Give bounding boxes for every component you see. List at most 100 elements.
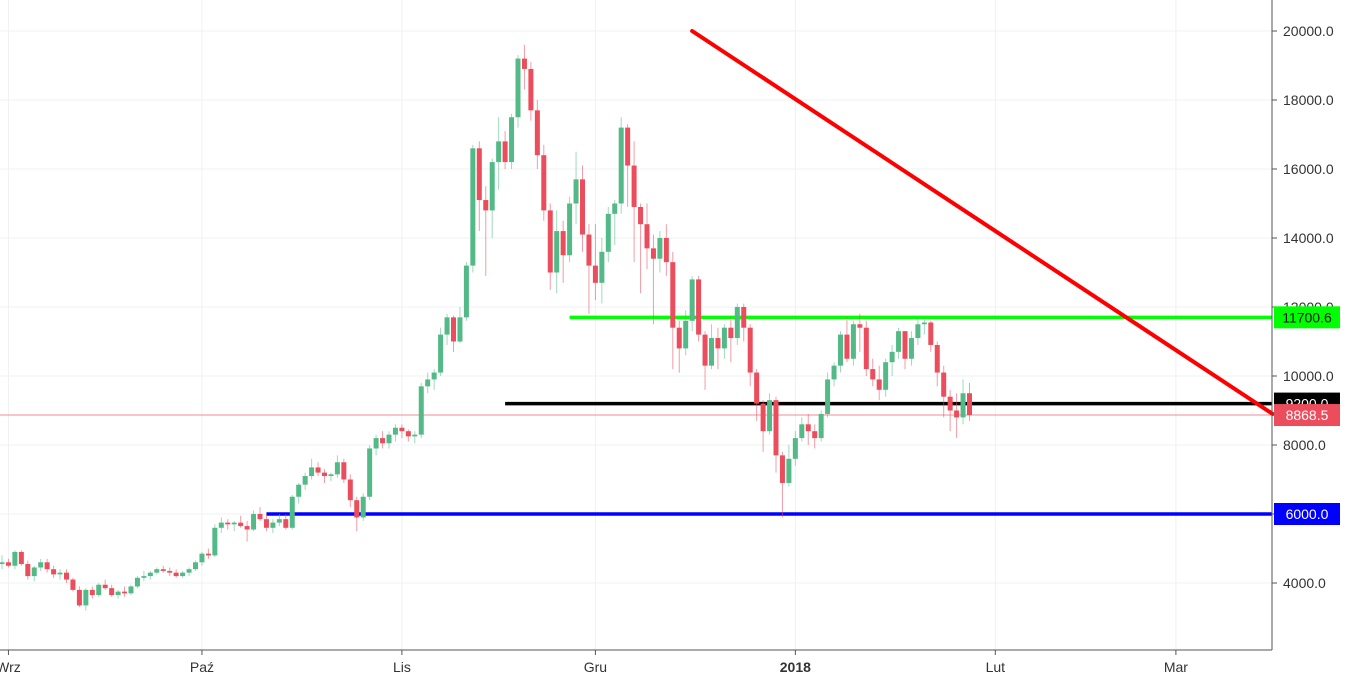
candle: [309, 458, 315, 480]
candle: [489, 158, 495, 238]
candle: [592, 224, 598, 301]
y-tick-label: 16000.0: [1283, 161, 1334, 177]
candle: [12, 550, 18, 570]
candle: [483, 186, 489, 276]
x-tick-label: Lis: [393, 659, 411, 675]
candle-body: [554, 231, 560, 273]
candle-body: [18, 551, 24, 565]
y-tick-label: 8000.0: [1283, 437, 1326, 453]
candle-body: [392, 427, 398, 435]
candle-body: [547, 210, 553, 273]
candle-body: [883, 362, 889, 390]
candle: [251, 510, 257, 532]
candle: [5, 558, 11, 568]
candle-body: [786, 458, 792, 483]
candle: [767, 393, 773, 435]
candle: [689, 275, 695, 332]
candle-body: [915, 324, 921, 339]
candle-body: [412, 434, 418, 437]
candle: [554, 210, 560, 294]
candle: [315, 462, 321, 477]
candle-body: [663, 238, 669, 263]
candle-body: [496, 141, 502, 163]
y-tick-label: 20000.0: [1283, 23, 1334, 39]
candle: [541, 144, 547, 221]
candle-body: [831, 365, 837, 380]
candle: [373, 434, 379, 456]
candle: [322, 469, 327, 483]
level-price-tag: 6000.0: [1274, 503, 1340, 525]
candle-body: [451, 317, 456, 342]
candle-body: [12, 551, 18, 566]
candle: [715, 327, 721, 370]
candle: [850, 320, 856, 366]
candle-body: [850, 324, 856, 359]
candle-body: [876, 379, 882, 390]
candle-body: [618, 127, 624, 204]
candle: [25, 560, 31, 580]
candle-body: [521, 58, 527, 69]
candle-body: [902, 331, 908, 359]
candle: [83, 588, 89, 611]
candle-body: [186, 569, 192, 573]
candle-body: [251, 514, 257, 530]
candle: [560, 220, 566, 283]
candle-body: [122, 591, 128, 594]
candle-body: [0, 562, 5, 565]
candle: [831, 362, 837, 387]
candle-body: [231, 522, 237, 525]
level-price-tag-bg: [1274, 306, 1340, 329]
horizontal-levels: [0, 315, 1272, 516]
candle: [147, 570, 153, 580]
candle-body: [760, 403, 766, 432]
candle: [625, 124, 631, 207]
candle-body: [799, 424, 805, 439]
candle: [199, 551, 205, 566]
candle: [805, 413, 811, 445]
candle-body: [128, 586, 134, 594]
candle-body: [812, 431, 818, 439]
candle-body: [709, 338, 714, 366]
candle-body: [947, 396, 953, 411]
candle: [76, 586, 82, 608]
candle: [573, 151, 579, 225]
candle-body: [89, 589, 95, 596]
y-tick-label: 10000.0: [1283, 368, 1334, 384]
candle-body: [605, 213, 611, 252]
candle-body: [928, 322, 934, 345]
candle-body: [31, 567, 37, 577]
candle: [741, 303, 747, 342]
candle-body: [83, 589, 89, 606]
candle: [954, 393, 960, 439]
candle: [64, 569, 69, 583]
candle: [302, 472, 308, 490]
y-tick-label: 18000.0: [1283, 92, 1334, 108]
candle-body: [134, 577, 140, 587]
candle-body: [225, 522, 231, 525]
candle: [754, 369, 760, 421]
candle: [779, 451, 785, 518]
candle-body: [489, 162, 495, 211]
candle: [238, 515, 244, 528]
candle-body: [534, 110, 540, 156]
x-tick-label: Lut: [986, 659, 1006, 675]
candle: [367, 445, 373, 501]
candle: [257, 507, 263, 521]
candle: [51, 565, 57, 578]
x-tick-label: Paź: [190, 659, 214, 675]
candle: [670, 251, 676, 370]
candle-body: [470, 148, 476, 266]
candle-body: [721, 327, 727, 349]
candle-body: [322, 472, 327, 477]
candle: [154, 567, 160, 575]
candle-body: [747, 327, 753, 373]
candle-body: [76, 589, 82, 606]
candle-body: [154, 569, 160, 573]
candle: [870, 358, 876, 387]
candle: [128, 584, 134, 596]
candle: [521, 44, 527, 90]
candle: [412, 431, 418, 444]
candle: [263, 514, 269, 532]
candle: [470, 144, 476, 273]
